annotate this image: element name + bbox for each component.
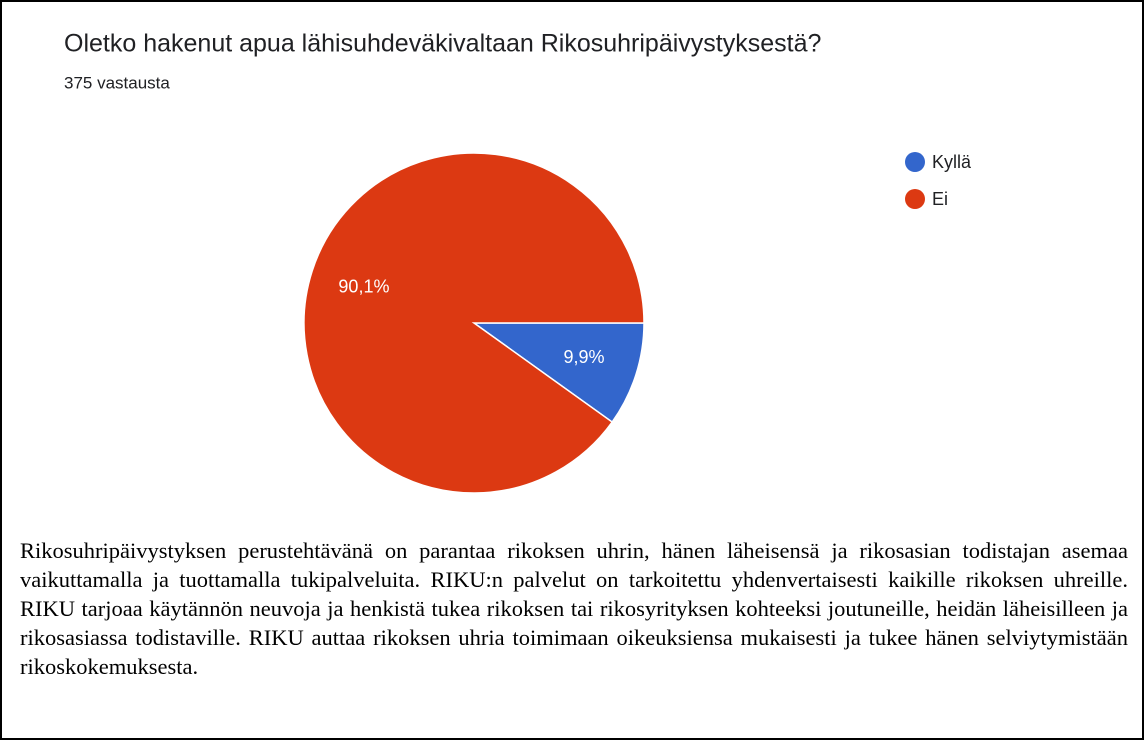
legend-label: Kyllä — [932, 152, 972, 172]
pie-slice — [471, 322, 645, 424]
chart-subtitle: 375 vastausta — [64, 73, 170, 92]
legend-swatch — [905, 189, 925, 209]
slice-label: 9,9% — [564, 347, 605, 367]
pie-slice — [303, 152, 645, 494]
chart-title: Oletko hakenut apua lähisuhdeväkivaltaan… — [64, 30, 821, 58]
legend-label: Ei — [932, 189, 948, 209]
slice-label: 90,1% — [338, 276, 389, 296]
chart: Oletko hakenut apua lähisuhdeväkivaltaan… — [64, 30, 972, 494]
caption: Rikosuhripäivystyksen perustehtävänä on … — [20, 538, 1128, 679]
legend-swatch — [905, 152, 925, 172]
